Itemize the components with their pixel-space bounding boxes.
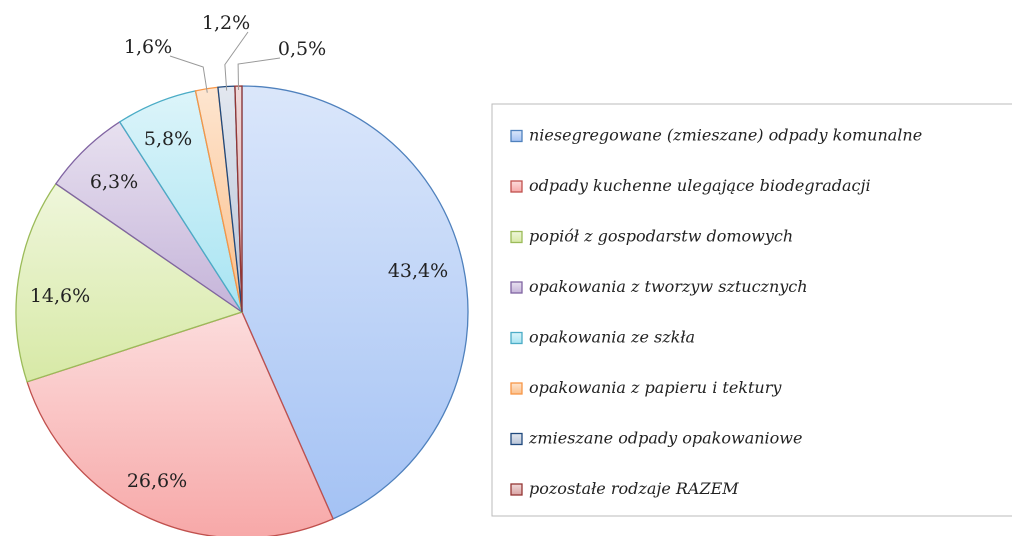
legend-label: opakowania z papieru i tektury <box>529 378 782 397</box>
legend-swatch <box>510 331 523 345</box>
legend-label: odpady kuchenne ulegające biodegradacji <box>529 176 871 195</box>
data-label: 14,6% <box>30 285 90 307</box>
leader-line <box>224 31 249 91</box>
data-label: 5,8% <box>144 128 192 150</box>
data-label: 43,4% <box>388 260 448 282</box>
legend-swatch <box>510 230 523 244</box>
legend-label: zmieszane odpady opakowaniowe <box>528 429 802 448</box>
legend-label: popiół z gospodarstw domowych <box>529 227 793 246</box>
data-label: 0,5% <box>278 38 326 60</box>
legend-swatch <box>510 281 523 294</box>
legend-swatch <box>510 382 523 395</box>
pie-slice <box>241 85 469 520</box>
legend-swatch <box>510 483 523 496</box>
legend-label: opakowania ze szkła <box>529 328 695 347</box>
pie-slice <box>15 182 244 383</box>
legend-swatch <box>510 129 523 143</box>
data-label: 6,3% <box>90 171 138 193</box>
legend-box <box>491 103 1012 517</box>
legend-swatch <box>510 432 523 446</box>
legend-swatch <box>510 180 523 193</box>
legend-label: pozostałe rodzaje RAZEM <box>529 479 739 498</box>
data-label: 1,6% <box>124 36 172 58</box>
legend-label: opakowania z tworzyw sztucznych <box>529 277 808 296</box>
legend-label: niesegregowane (zmieszane) odpady komuna… <box>529 126 922 145</box>
data-label: 1,2% <box>202 12 250 34</box>
data-label: 26,6% <box>127 470 187 492</box>
pie-slice <box>26 311 334 536</box>
leader-line <box>237 57 281 91</box>
leader-line <box>169 55 208 93</box>
